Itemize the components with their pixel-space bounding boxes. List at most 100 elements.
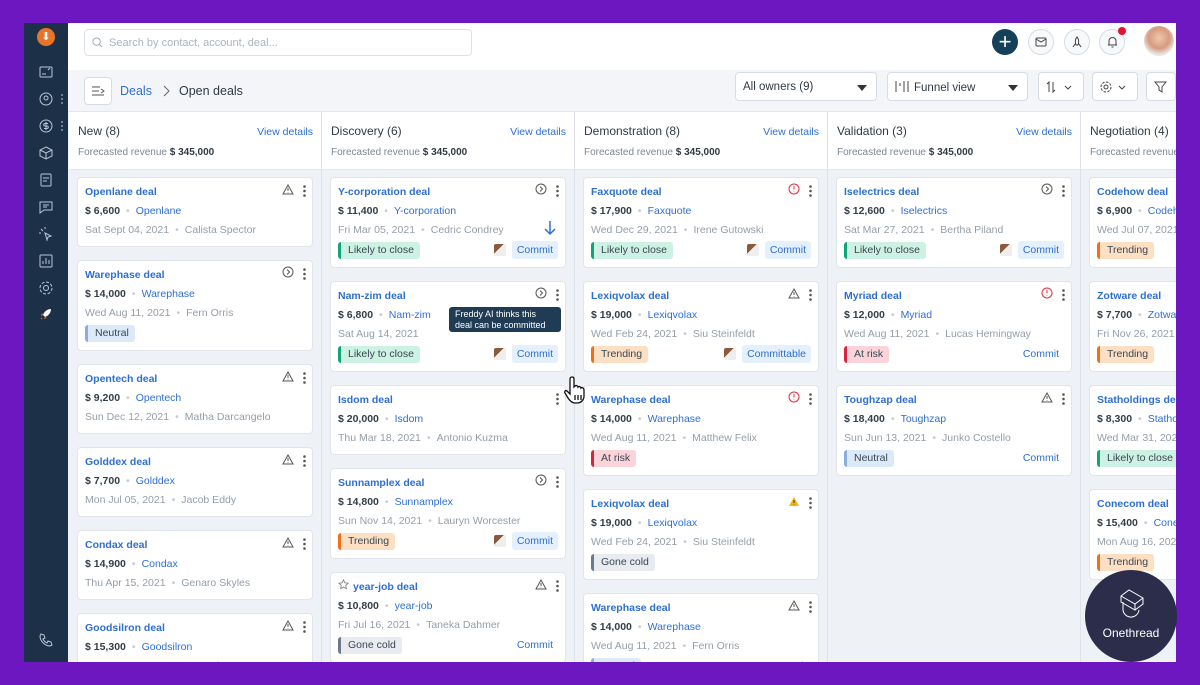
- deal-title[interactable]: Nam-zim deal: [338, 290, 406, 302]
- contacts-more-icon[interactable]: [61, 94, 63, 104]
- warning-icon[interactable]: [788, 287, 800, 306]
- deal-card[interactable]: Statholdings deal $ 8,300 • Statholdings We…: [1089, 385, 1176, 476]
- company-link[interactable]: Iselectrics: [900, 205, 948, 217]
- rocket-icon[interactable]: [38, 306, 54, 322]
- company-link[interactable]: Opentech: [135, 392, 182, 404]
- deal-title[interactable]: Goodsilron deal: [85, 622, 165, 634]
- deal-card[interactable]: year-job deal $ 10,800 • year-job Fri Jul 1…: [330, 572, 566, 662]
- alert-circle-icon[interactable]: [1041, 287, 1053, 306]
- star-icon[interactable]: [337, 578, 350, 593]
- deal-card[interactable]: Isdom deal $ 20,000 • Isdom Thu Mar 18, 202…: [330, 385, 566, 455]
- deal-card[interactable]: Lexiqvolax deal $ 19,000 • Lexiqvolax Wed F…: [583, 489, 819, 580]
- chevron-circle-icon[interactable]: [535, 287, 547, 306]
- company-link[interactable]: Codehow: [1147, 205, 1176, 217]
- deal-title[interactable]: Myriad deal: [844, 290, 902, 302]
- email-button[interactable]: [1028, 29, 1054, 55]
- deal-card[interactable]: Golddex deal $ 7,700 • Golddex Mon Jul 05, …: [77, 447, 313, 517]
- company-link[interactable]: Warephase: [647, 413, 701, 425]
- more-options-icon[interactable]: [303, 183, 306, 202]
- more-options-icon[interactable]: [303, 619, 306, 638]
- deal-card[interactable]: Goodsilron deal $ 15,300 • Goodsilron Tue A…: [77, 613, 313, 662]
- company-link[interactable]: Openlane: [135, 205, 182, 217]
- sort-button[interactable]: [1038, 72, 1084, 101]
- products-icon[interactable]: [38, 145, 54, 161]
- app-logo-icon[interactable]: ⬇: [37, 28, 55, 46]
- company-link[interactable]: Nam-zim: [388, 309, 431, 321]
- deal-card[interactable]: Toughzap deal $ 18,400 • Toughzap Sun Jun 1…: [836, 385, 1072, 476]
- company-link[interactable]: Faxquote: [647, 205, 692, 217]
- company-link[interactable]: Warephase: [141, 288, 195, 300]
- deal-card[interactable]: Faxquote deal $ 17,900 • Faxquote Wed Dec 2…: [583, 177, 819, 268]
- commit-button[interactable]: Commit: [511, 241, 558, 259]
- chevron-circle-icon[interactable]: [282, 266, 294, 285]
- deal-title[interactable]: Statholdings deal: [1097, 394, 1176, 406]
- company-link[interactable]: Toughzap: [900, 413, 947, 425]
- contacts-icon[interactable]: [38, 91, 54, 107]
- deal-title[interactable]: Warephase deal: [591, 602, 671, 614]
- company-link[interactable]: year-job: [394, 600, 433, 612]
- company-link[interactable]: Golddex: [135, 475, 175, 487]
- view-dropdown[interactable]: Funnel view: [887, 72, 1028, 101]
- notifications-button[interactable]: [1099, 27, 1126, 55]
- commit-button[interactable]: Commit: [1022, 348, 1059, 360]
- chevron-circle-icon[interactable]: [535, 183, 547, 202]
- deal-card[interactable]: Lexiqvolax deal $ 19,000 • Lexiqvolax Wed F…: [583, 281, 819, 372]
- more-options-icon[interactable]: [809, 391, 812, 410]
- more-options-icon[interactable]: [556, 391, 559, 410]
- company-link[interactable]: Isdom: [394, 413, 424, 425]
- phone-icon[interactable]: [38, 632, 54, 648]
- commit-button[interactable]: Committable: [742, 345, 811, 363]
- alert-circle-icon[interactable]: [788, 183, 800, 202]
- company-link[interactable]: Y-corporation: [393, 205, 457, 217]
- warning-icon[interactable]: [788, 599, 800, 618]
- company-link[interactable]: Zotware: [1147, 309, 1176, 321]
- deal-title[interactable]: Codehow deal: [1097, 186, 1169, 198]
- company-link[interactable]: Condax: [141, 558, 178, 570]
- company-link[interactable]: Lexiqvolax: [647, 517, 698, 529]
- company-link[interactable]: Lexiqvolax: [647, 309, 698, 321]
- deal-title[interactable]: Condax deal: [85, 539, 148, 551]
- deal-card[interactable]: Nam-zim deal $ 6,800 • Nam-zim Sat Aug 14, …: [330, 281, 566, 372]
- company-link[interactable]: Myriad: [900, 309, 933, 321]
- commit-button[interactable]: Commit: [511, 532, 558, 550]
- documents-icon[interactable]: [38, 172, 54, 188]
- warning-icon[interactable]: [535, 578, 547, 597]
- more-options-icon[interactable]: [1062, 287, 1065, 306]
- deal-card[interactable]: Y-corporation deal $ 11,400 • Y-corporatio…: [330, 177, 566, 268]
- user-avatar[interactable]: [1144, 26, 1174, 56]
- commit-button[interactable]: Commit: [1017, 241, 1064, 259]
- deal-title[interactable]: Opentech deal: [85, 373, 158, 385]
- alert-circle-icon[interactable]: [788, 391, 800, 410]
- filter-button[interactable]: [1146, 72, 1176, 101]
- deal-title[interactable]: Sunnamplex deal: [338, 477, 425, 489]
- add-button[interactable]: +: [992, 29, 1018, 55]
- chevron-circle-icon[interactable]: [1041, 183, 1053, 202]
- more-options-icon[interactable]: [1062, 391, 1065, 410]
- warning-filled-icon[interactable]: [788, 495, 800, 514]
- more-options-icon[interactable]: [1062, 183, 1065, 202]
- warning-icon[interactable]: [282, 536, 294, 555]
- view-details-link[interactable]: View details: [763, 126, 819, 138]
- commit-button[interactable]: Commit: [765, 657, 811, 662]
- deal-card[interactable]: Sunnamplex deal $ 14,800 • Sunnamplex Sun N…: [330, 468, 566, 559]
- deals-icon[interactable]: [38, 118, 54, 134]
- reports-icon[interactable]: [38, 253, 54, 269]
- settings-icon[interactable]: [38, 280, 54, 296]
- deal-card[interactable]: Openlane deal $ 6,600 • Openlane Sat Sept 0…: [77, 177, 313, 247]
- deal-title[interactable]: Golddex deal: [85, 456, 151, 468]
- more-options-icon[interactable]: [809, 495, 812, 514]
- deal-title[interactable]: Y-corporation deal: [338, 186, 431, 198]
- view-details-link[interactable]: View details: [257, 126, 313, 138]
- more-options-icon[interactable]: [303, 370, 306, 389]
- deal-title[interactable]: Warephase deal: [591, 394, 671, 406]
- more-options-icon[interactable]: [303, 453, 306, 472]
- commit-button[interactable]: Commit: [516, 639, 553, 651]
- company-link[interactable]: Warephase: [647, 621, 701, 633]
- warning-icon[interactable]: [282, 453, 294, 472]
- warning-icon[interactable]: [282, 183, 294, 202]
- deal-card[interactable]: Conecom deal $ 15,400 • Conecom Mon Aug 16,…: [1089, 489, 1176, 580]
- settings-button[interactable]: [1092, 72, 1138, 101]
- deal-title[interactable]: Iselectrics deal: [844, 186, 920, 198]
- company-link[interactable]: Conecom: [1153, 517, 1176, 529]
- deal-title[interactable]: Lexiqvolax deal: [591, 498, 670, 510]
